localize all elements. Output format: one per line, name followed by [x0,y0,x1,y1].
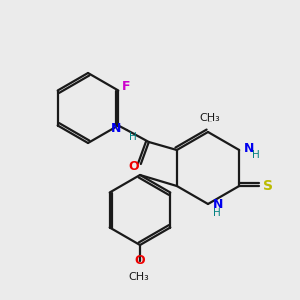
Text: F: F [122,80,131,93]
Text: H: H [129,132,136,142]
Text: O: O [135,254,145,268]
Text: O: O [128,160,139,173]
Text: N: N [110,122,121,136]
Text: N: N [213,197,224,211]
Text: N: N [244,142,255,155]
Text: H: H [252,150,260,160]
Text: CH₃: CH₃ [200,113,220,123]
Text: methyl: methyl [208,121,213,122]
Text: CH₃: CH₃ [129,272,149,282]
Text: S: S [263,179,273,193]
Text: H: H [213,208,221,218]
